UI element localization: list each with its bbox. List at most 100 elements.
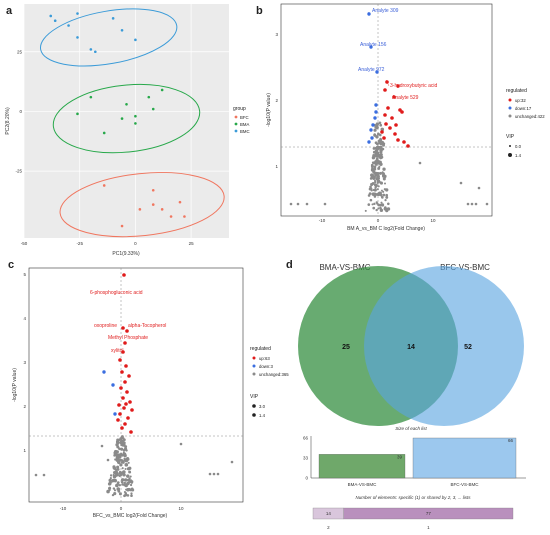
volcano-c-point-unchanged — [114, 470, 118, 474]
volcano-c-point-up — [121, 326, 125, 330]
volcano-c-point-unchanged — [126, 474, 130, 478]
volcano-b-point-down — [375, 70, 379, 74]
volcano-b-point-up — [396, 138, 400, 142]
bar-category-label: BFC-VS-BMC — [451, 482, 480, 487]
volcano-b-point-unchanged — [383, 207, 388, 211]
volcano-c-point-unchanged — [124, 467, 127, 471]
volcano-b-point-unchanged — [305, 202, 309, 206]
volcano-c-point-down — [102, 370, 106, 374]
pca-legend-marker-bma — [234, 122, 238, 126]
legend-unchanged-label: unchanged:365 — [259, 372, 289, 377]
volcano-b-point-unchanged — [371, 203, 374, 206]
bar-bma-vs-bmc — [318, 454, 406, 479]
pca-legend-marker-bfc — [234, 115, 238, 119]
pca-legend-label-bmc: BMC — [240, 129, 250, 134]
pca-y-axis-label: PC2(8.20%) — [5, 107, 11, 135]
vip-value: 0.0 — [515, 144, 522, 149]
pca-point-bmc — [67, 24, 70, 27]
volcano-c-point-unchanged — [124, 445, 128, 449]
volcano-b-point-down — [367, 12, 371, 16]
volcano-b-x-tick: -10 — [319, 218, 326, 223]
elements-bar-label: 2 — [327, 525, 330, 530]
bar-chart-y-tick: 33 — [303, 456, 309, 461]
legend-up-marker — [252, 356, 256, 360]
volcano-b-point-unchanged — [367, 203, 371, 206]
pca-point-bma — [147, 95, 151, 99]
volcano-b-point-unchanged — [371, 167, 374, 170]
volcano-c-point-unchanged — [108, 478, 112, 482]
volcano-b-point-up — [406, 144, 410, 148]
volcano-c-point-unchanged — [113, 478, 118, 483]
volcano-c-y-tick: 5 — [23, 272, 26, 277]
annotation-analyte-309: Analyte 309 — [372, 8, 399, 14]
volcano-c-point-unchanged — [116, 442, 119, 445]
annotation-analyte-972: Analyte 972 — [358, 67, 385, 73]
volcano-b-point-unchanged — [485, 202, 489, 206]
annotation-leader — [385, 79, 390, 87]
pca-ellipse-bfc — [59, 172, 225, 238]
volcano-b-y-tick: 3 — [275, 32, 278, 37]
volcano-b-point-unchanged — [382, 177, 386, 181]
volcano-b-point-unchanged — [373, 165, 377, 169]
volcano-b-point-unchanged — [380, 201, 383, 204]
volcano-c-point-unchanged — [116, 481, 120, 485]
venn-diagram-panel: BMA-VS-BMC BFC-VS-BMC 25 14 52 Size of e… — [298, 263, 526, 530]
volcano-c-point-unchanged — [126, 494, 130, 497]
volcano-b-point-unchanged — [377, 160, 381, 163]
volcano-plot-bfc-vs-bmc: -10 0 10 1 2 3 4 5 BFC_vs_BMC log2(Fold … — [12, 267, 289, 519]
volcano-b-point-unchanged — [379, 181, 384, 185]
volcano-c-y-axis-label: -log10(P value) — [12, 368, 18, 402]
volcano-c-point-unchanged — [131, 488, 135, 492]
volcano-c-point-up — [117, 403, 121, 407]
volcano-b-point-unchanged — [374, 125, 377, 129]
volcano-b-x-tick: 10 — [430, 218, 436, 223]
annotation-methyl-phosphate: Methyl Phosphate — [108, 335, 148, 341]
volcano-b-point-up — [390, 116, 394, 120]
volcano-b-point-unchanged — [378, 165, 381, 168]
volcano-b-point-unchanged — [474, 202, 478, 206]
vip-size-marker-large — [252, 413, 256, 417]
volcano-b-point-unchanged — [296, 202, 300, 206]
volcano-c-point-unchanged — [208, 472, 212, 476]
volcano-c-point-up — [129, 430, 133, 434]
volcano-c-point-unchanged — [113, 489, 117, 492]
volcano-b-x-tick: 0 — [377, 218, 380, 223]
volcano-c-point-unchanged — [119, 463, 123, 467]
volcano-b-point-down — [369, 128, 373, 132]
elements-bar-value: 77 — [426, 511, 432, 516]
volcano-b-point-unchanged — [385, 195, 389, 199]
volcano-b-point-unchanged — [470, 202, 474, 206]
pca-plot: -50 -25 0 25 -25 0 25 PC1(9.33%) PC2(8.20%) g… — [5, 4, 250, 257]
pca-point-bmc — [49, 14, 53, 18]
volcano-b-point-unchanged — [379, 123, 383, 127]
volcano-c-point-unchanged — [120, 447, 124, 451]
volcano-c-point-unchanged — [116, 443, 119, 446]
pca-x-tick: 0 — [134, 241, 137, 246]
annotation-leader — [367, 11, 370, 15]
bar-bfc-vs-bmc — [412, 437, 517, 479]
volcano-c-point-unchanged — [100, 444, 104, 448]
volcano-c-point-unchanged — [121, 453, 124, 457]
volcano-b-point-down — [374, 110, 378, 114]
volcano-c-y-tick: 4 — [23, 316, 26, 321]
volcano-c-point-unchanged — [116, 467, 120, 471]
pca-y-tick: 0 — [19, 109, 22, 114]
volcano-b-point-unchanged — [384, 188, 389, 192]
legend-unchanged-marker — [508, 114, 512, 118]
volcano-b-point-unchanged — [376, 188, 379, 191]
panel-letter-b: b — [256, 5, 263, 17]
volcano-c-point-unchanged — [124, 458, 129, 463]
legend-unchanged-label: unchanged:422 — [515, 114, 545, 119]
volcano-c-point-up — [116, 418, 120, 422]
pca-point-bmc — [76, 12, 79, 15]
pca-point-bma — [102, 131, 106, 135]
pca-ellipse-bmc — [39, 8, 178, 67]
volcano-c-point-unchanged — [108, 486, 112, 490]
pca-point-bma — [76, 112, 79, 116]
legend-down-marker — [252, 364, 256, 368]
pca-x-tick: -50 — [21, 241, 28, 246]
pca-point-bfc — [151, 203, 155, 206]
volcano-c-point-down — [113, 412, 117, 416]
volcano-b-point-down — [367, 140, 371, 144]
